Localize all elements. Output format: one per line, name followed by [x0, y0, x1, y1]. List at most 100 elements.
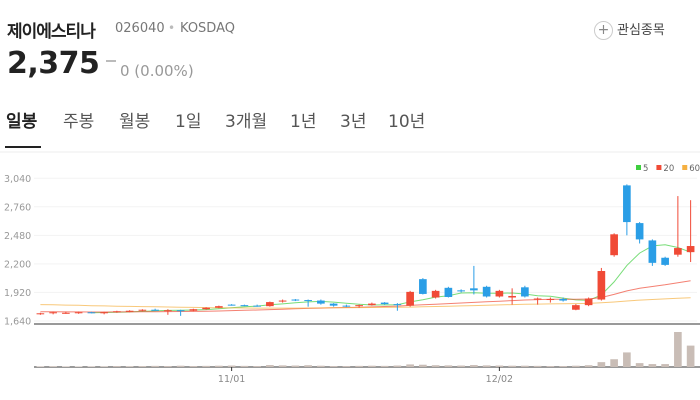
volume-bar — [253, 366, 261, 367]
candle-body — [240, 305, 249, 307]
candle-body — [648, 240, 657, 263]
volume-bar — [521, 365, 529, 367]
period-tab[interactable]: 일봉 — [6, 112, 38, 132]
candle-body — [329, 303, 338, 306]
candle-body — [470, 288, 478, 291]
period-tab[interactable]: 3년 — [340, 112, 367, 132]
volume-bar — [431, 365, 440, 367]
candle-body — [342, 305, 351, 307]
candle-body — [291, 299, 300, 301]
legend-swatch — [636, 165, 641, 170]
volume-bar — [470, 365, 478, 367]
stock-name: 제이에스티나 — [7, 22, 96, 42]
volume-bar — [380, 365, 389, 367]
price-change: 0 (0.00%) — [120, 62, 194, 80]
volume-bar — [648, 364, 657, 367]
candle-body — [380, 302, 389, 305]
volume-bar — [36, 366, 45, 367]
candle-body — [482, 286, 491, 297]
candle-body — [125, 310, 134, 312]
volume-bar — [113, 366, 121, 367]
period-tab[interactable]: 10년 — [388, 112, 426, 132]
volume-bar — [610, 359, 618, 367]
volume-bar — [572, 365, 580, 367]
candle-body — [215, 306, 223, 308]
candle-body — [164, 310, 172, 312]
candle-body — [304, 300, 312, 302]
volume-bar — [686, 345, 695, 367]
candle-body — [74, 312, 83, 314]
volume-bar — [291, 365, 300, 367]
volume-bar — [495, 365, 504, 367]
legend-swatch — [682, 165, 688, 170]
volume-bar — [355, 365, 363, 367]
volume-bar — [623, 352, 631, 367]
watchlist-label: 관심종목 — [617, 23, 665, 38]
volume-bar — [368, 365, 376, 367]
candle-body — [393, 304, 402, 306]
candle-body — [151, 309, 159, 311]
volume-bar — [597, 362, 606, 367]
volume-bar — [674, 332, 682, 367]
volume-bar — [317, 365, 325, 367]
y-tick-label: 1,920 — [4, 288, 31, 299]
volume-bar — [661, 364, 669, 367]
volume-bar — [164, 366, 172, 367]
volume-bar — [189, 366, 198, 367]
candle-body — [457, 290, 465, 292]
candle-body — [521, 287, 529, 297]
y-tick-label: 3,040 — [4, 174, 31, 185]
volume-bar — [49, 366, 57, 367]
candle-body — [546, 299, 555, 301]
candle-body — [113, 311, 121, 313]
candle-body — [610, 234, 618, 256]
candle-body — [444, 287, 453, 297]
volume-bar — [176, 365, 185, 367]
legend-label: 60 — [689, 164, 700, 174]
candle-body — [202, 307, 210, 310]
candle-body — [278, 300, 287, 302]
moving-average-line — [40, 297, 691, 309]
stock-code: 026040 — [115, 21, 165, 36]
volume-bar — [482, 365, 491, 367]
volume-bar — [329, 366, 338, 367]
x-tick-label: 12/02 — [486, 374, 513, 385]
candle-body — [176, 310, 185, 312]
candle-body — [253, 305, 261, 307]
candle-body — [559, 299, 567, 301]
volume-bar — [87, 366, 96, 367]
period-tab[interactable]: 1년 — [290, 112, 317, 132]
y-tick-label: 1,640 — [4, 316, 31, 327]
volume-bar — [278, 365, 287, 367]
watchlist-button[interactable]: + 관심종목 — [594, 19, 665, 40]
candle-body — [138, 309, 147, 311]
candle-body — [584, 298, 593, 306]
volume-bar — [457, 365, 465, 367]
candle-body — [62, 312, 70, 314]
candle-body — [623, 185, 631, 223]
volume-bar — [202, 365, 210, 367]
period-tab[interactable]: 주봉 — [63, 112, 95, 132]
volume-bar — [100, 366, 108, 367]
candle-body — [495, 290, 504, 297]
volume-bar — [304, 365, 312, 367]
period-tab[interactable]: 월봉 — [119, 112, 151, 132]
volume-bar — [62, 366, 70, 367]
legend-label: 5 — [643, 164, 648, 174]
period-tab[interactable]: 1일 — [175, 112, 202, 132]
period-tab[interactable]: 3개월 — [225, 112, 268, 132]
separator: • — [168, 21, 176, 35]
candle-body — [431, 290, 440, 298]
active-tab-underline — [5, 146, 41, 148]
volume-bar — [393, 365, 402, 367]
y-tick-label: 2,480 — [4, 231, 31, 242]
legend-label: 20 — [663, 164, 674, 174]
y-tick-label: 2,200 — [4, 259, 31, 270]
candle-body — [635, 223, 644, 240]
candle-body — [100, 312, 108, 314]
candle-body — [189, 309, 198, 311]
candle-body — [36, 313, 45, 315]
x-tick-label: 11/01 — [218, 374, 245, 385]
volume-bar — [138, 366, 147, 367]
